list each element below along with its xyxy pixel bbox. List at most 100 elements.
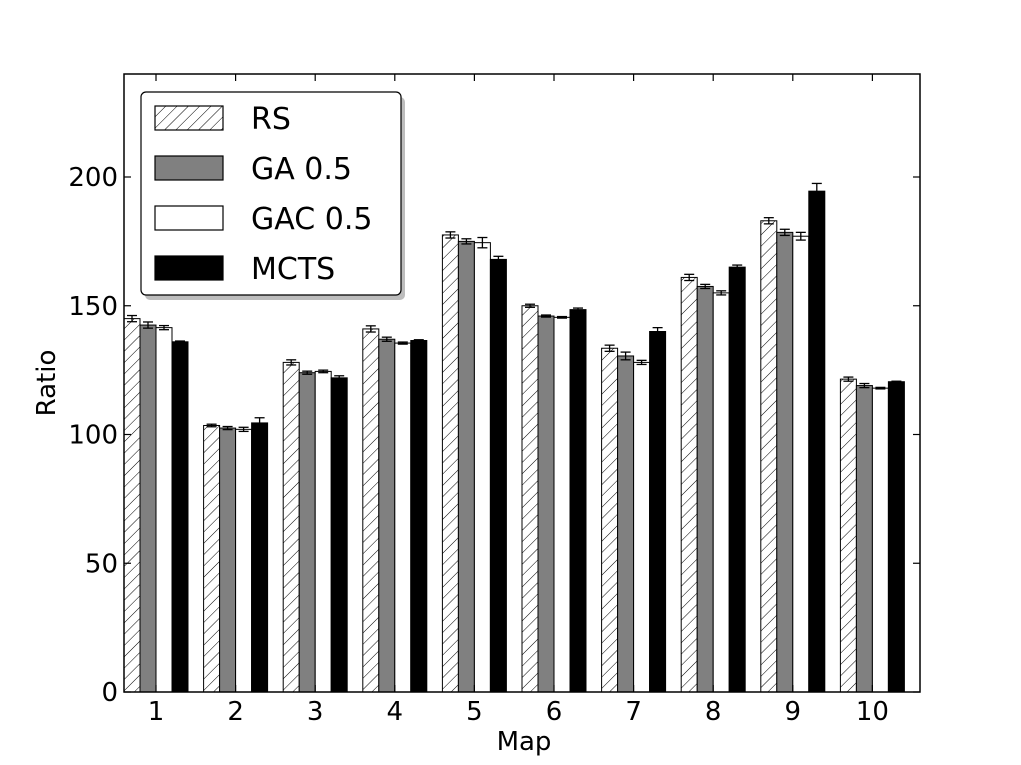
bar-mcts-map-5 (489, 258, 507, 693)
error-bar (127, 314, 137, 323)
bar-mcts-map-3 (330, 377, 348, 693)
bar-gac-0-5-map-9 (792, 235, 810, 693)
error-bar (175, 340, 185, 344)
legend: RS GA 0.5 GAC 0.5 MCTS (140, 91, 405, 300)
error-bar (684, 273, 695, 282)
legend-entry: MCTS (154, 252, 335, 287)
bar-gac-0-5-map-5 (473, 242, 491, 693)
legend-swatch (154, 255, 224, 281)
y-tick-label: 50 (85, 549, 118, 579)
error-bar (334, 375, 345, 381)
bar-ga-0-5-map-10 (855, 385, 873, 693)
bar-ga-0-5-map-6 (537, 315, 555, 693)
x-tick-label: 4 (387, 697, 404, 727)
error-bar (461, 238, 472, 245)
legend-entry: RS (154, 102, 291, 137)
legend-label: MCTS (251, 252, 335, 287)
legend-entry: GAC 0.5 (154, 202, 372, 237)
legend-label: RS (251, 102, 291, 137)
x-tick-label: 1 (148, 697, 165, 727)
legend-swatch (154, 105, 224, 131)
bar-rs-map-5 (441, 234, 459, 693)
error-bar (557, 315, 567, 319)
error-bar (652, 326, 663, 337)
error-bar (843, 376, 854, 382)
bar-ga-0-5-map-9 (776, 231, 794, 693)
bar-mcts-map-4 (410, 340, 428, 693)
error-bar (302, 370, 313, 375)
error-bar (525, 303, 535, 308)
error-bar (413, 339, 424, 342)
bar-gac-0-5-map-4 (394, 342, 412, 693)
bar-ga-0-5-map-7 (617, 355, 635, 693)
bar-rs-map-3 (282, 361, 300, 693)
x-tick-label: 3 (307, 697, 324, 727)
bar-ga-0-5-map-2 (219, 427, 237, 693)
bar-rs-map-2 (203, 424, 221, 693)
bar-gac-0-5-map-7 (633, 361, 651, 693)
error-bar (445, 231, 456, 239)
y-tick-label: 150 (68, 292, 118, 322)
error-bar (891, 380, 902, 383)
bar-ga-0-5-map-3 (298, 372, 316, 693)
error-bar (206, 423, 217, 428)
x-tick-label: 9 (785, 697, 802, 727)
error-bar (620, 351, 631, 361)
error-bar (732, 264, 743, 270)
bar-mcts-map-7 (649, 331, 667, 693)
x-axis-label: Map (497, 727, 552, 757)
error-bar (859, 382, 870, 389)
y-axis-label: Ratio (32, 350, 62, 417)
bar-ga-0-5-map-8 (696, 285, 714, 693)
x-tick-label: 5 (466, 697, 483, 727)
bar-gac-0-5-map-8 (712, 292, 730, 693)
plot-frame (123, 73, 921, 693)
legend-box (140, 91, 402, 296)
legend-label: GA 0.5 (251, 152, 352, 187)
x-tick-label: 2 (227, 697, 244, 727)
error-bar (573, 307, 583, 312)
error-bar (397, 341, 408, 345)
error-bar (477, 236, 488, 249)
error-bar (286, 359, 297, 366)
error-bar (381, 336, 392, 342)
x-tick-label: 8 (705, 697, 722, 727)
legend-swatch (154, 205, 224, 231)
bar-ga-0-5-map-5 (457, 240, 475, 693)
error-bar (254, 417, 265, 429)
bar-gac-0-5-map-3 (314, 370, 332, 693)
x-tick-label: 10 (856, 697, 889, 727)
error-bar (493, 255, 504, 264)
bar-rs-map-8 (680, 276, 698, 693)
error-bar (159, 324, 169, 331)
error-bar (604, 344, 615, 352)
error-bar (875, 386, 886, 390)
y-tick-label: 100 (68, 421, 118, 451)
error-bar (811, 182, 822, 200)
bar-gac-0-5-map-2 (235, 428, 253, 693)
legend-entry: GA 0.5 (154, 152, 352, 187)
bar-mcts-map-9 (808, 190, 826, 693)
x-tick-label: 7 (625, 697, 642, 727)
bar-rs-map-10 (839, 378, 857, 693)
bar-ga-0-5-map-1 (139, 324, 157, 693)
error-bar (700, 283, 711, 290)
error-bar (318, 369, 329, 374)
error-bar (763, 217, 774, 225)
error-bar (222, 425, 233, 431)
error-bar (795, 231, 806, 241)
bar-rs-map-1 (123, 318, 141, 693)
legend-label: GAC 0.5 (251, 202, 372, 237)
bar-ga-0-5-map-4 (378, 338, 396, 693)
error-bar (716, 290, 727, 296)
legend-swatch (154, 155, 224, 181)
bar-gac-0-5-map-10 (871, 387, 889, 693)
bar-mcts-map-2 (251, 422, 269, 693)
bar-mcts-map-10 (887, 381, 905, 693)
bar-mcts-map-1 (171, 341, 189, 693)
error-bar (143, 321, 153, 329)
error-bar (365, 325, 376, 333)
bar-rs-map-7 (601, 347, 619, 693)
